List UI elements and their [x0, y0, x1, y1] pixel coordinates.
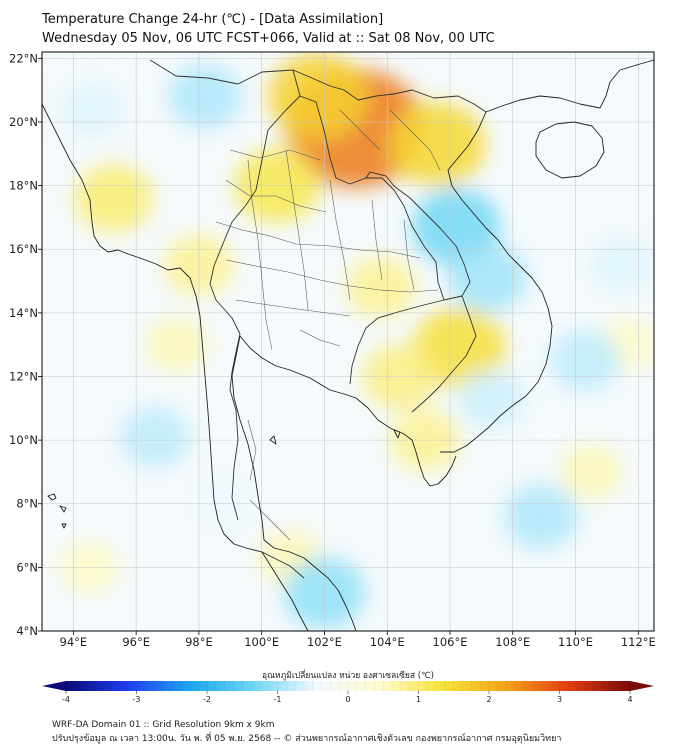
- province-line: [285, 149, 309, 311]
- coast-vietnam: [440, 111, 553, 453]
- temperature-anomaly: [60, 81, 124, 137]
- lat-label: 8°N: [16, 497, 38, 511]
- lat-label: 6°N: [16, 560, 38, 574]
- coast-hainan: [535, 121, 605, 179]
- province-line: [329, 179, 351, 301]
- colorbar-bar: [66, 681, 630, 691]
- colorbar-tick-label: 0: [345, 695, 350, 704]
- country-borders: [149, 59, 487, 579]
- footer-model-info: WRF-DA Domain 01 :: Grid Resolution 9km …: [52, 720, 275, 730]
- temperature-anomaly: [389, 102, 486, 187]
- temperature-anomaly: [167, 64, 243, 129]
- colorbar: อุณหภูมิเปลี่ยนแปลง หน่วย องศาเซลเซียส (…: [42, 669, 654, 704]
- colorbar-tick-label: -4: [62, 695, 70, 704]
- temperature-anomaly: [503, 484, 579, 549]
- lat-label: 18°N: [9, 179, 38, 193]
- lon-label: 112°E: [621, 635, 656, 649]
- lon-label: 110°E: [558, 635, 593, 649]
- temperature-anomaly: [559, 444, 623, 500]
- temperature-anomaly: [448, 243, 527, 312]
- colorbar-tick-label: 3: [557, 695, 562, 704]
- lat-label: 12°N: [9, 369, 38, 383]
- lon-label: 104°E: [370, 635, 405, 649]
- border-thailand-cambodia: [349, 299, 445, 385]
- border-cambodia-vietnam: [411, 295, 477, 413]
- province-line: [403, 219, 415, 291]
- temperature-anomaly: [145, 317, 209, 373]
- colorbar-tick-label: -3: [133, 695, 141, 704]
- colorbar-title: อุณหภูมิเปลี่ยนแปลง หน่วย องศาเซลเซียส (…: [262, 669, 434, 681]
- province-line: [215, 221, 421, 259]
- latitude-labels: 4°N 6°N 8°N 10°N 12°N 14°N 16°N 18°N 20°N 22°N: [9, 51, 42, 638]
- lon-label: 102°E: [307, 635, 342, 649]
- coast-south-china: [599, 59, 654, 109]
- lat-label: 22°N: [9, 51, 38, 65]
- temperature-anomaly: [457, 369, 525, 428]
- colorbar-ticks: -4 -3 -2 -1 0 1 2 3 4: [62, 681, 633, 704]
- province-line: [225, 179, 327, 213]
- footer-credit: ปรับปรุงข้อมูล ณ เวลา 13:00น. วัน พ. ที่…: [52, 734, 562, 744]
- map-subtitle: Wednesday 05 Nov, 06 UTC FCST+066, Valid…: [42, 31, 495, 46]
- coast-mekong-delta: [411, 439, 457, 487]
- province-line: [249, 499, 291, 541]
- lon-label: 106°E: [433, 635, 468, 649]
- coast-koh-samui: [269, 435, 277, 445]
- colorbar-tick-label: -2: [203, 695, 211, 704]
- colorbar-tick-label: 4: [627, 695, 632, 704]
- province-line: [247, 419, 257, 481]
- lat-label: 4°N: [16, 624, 38, 638]
- border-thailand-laos: [299, 95, 445, 301]
- lat-label: 20°N: [9, 115, 38, 129]
- map-frame: [41, 51, 655, 632]
- temperature-anomaly: [119, 406, 191, 468]
- province-line: [225, 259, 439, 293]
- temperature-anomaly: [590, 237, 654, 293]
- map-panel: 94°E 96°E 98°E 100°E 102°E 104°E 106°E 108°E 110…: [9, 51, 656, 649]
- border-laos-vietnam: [365, 171, 471, 301]
- province-line: [299, 329, 341, 347]
- lat-label: 10°N: [9, 433, 38, 447]
- lon-label: 108°E: [495, 635, 530, 649]
- lat-label: 16°N: [9, 242, 38, 256]
- border-myanmar-thailand: [209, 69, 301, 521]
- province-line: [229, 149, 321, 161]
- longitude-labels: 94°E 96°E 98°E 100°E 102°E 104°E 106°E 108°E 110…: [60, 631, 656, 649]
- graticule: [42, 52, 654, 631]
- lon-label: 96°E: [122, 635, 150, 649]
- map-title: Temperature Change 24-hr (℃) - [Data Ass…: [42, 12, 384, 27]
- province-line: [389, 109, 441, 171]
- temperature-anomaly: [268, 52, 369, 141]
- temperature-anomaly: [345, 256, 417, 319]
- province-borders: [215, 109, 441, 541]
- coast-gulf-thailand-upper: [239, 335, 413, 441]
- temperature-anomaly: [194, 474, 254, 527]
- colorbar-left-extension: [42, 681, 66, 691]
- colorbar-right-extension: [630, 681, 654, 691]
- coast-peninsula-east: [231, 335, 357, 631]
- coast-andaman: [47, 493, 67, 529]
- border-thailand-malaysia: [261, 551, 305, 579]
- coast-malaysia-west: [261, 551, 309, 631]
- province-line: [371, 199, 383, 281]
- lon-label: 100°E: [244, 635, 279, 649]
- colorbar-tick-label: -1: [274, 695, 282, 704]
- border-china: [149, 59, 487, 113]
- coast-phu-quoc: [393, 429, 401, 439]
- province-line: [235, 299, 351, 317]
- colorbar-tick-label: 2: [486, 695, 491, 704]
- coast-gulf-tonkin: [485, 95, 601, 113]
- province-line: [339, 109, 381, 151]
- temperature-field: [59, 52, 654, 629]
- colorbar-tick-label: 1: [416, 695, 421, 704]
- lon-label: 94°E: [60, 635, 88, 649]
- temperature-anomaly: [412, 307, 506, 389]
- temperature-anomaly: [549, 329, 621, 392]
- lon-label: 98°E: [185, 635, 213, 649]
- temperature-anomaly: [75, 164, 154, 233]
- lat-label: 14°N: [9, 306, 38, 320]
- province-line: [247, 159, 273, 351]
- coastlines: [42, 59, 654, 631]
- coast-myanmar-west: [42, 103, 263, 553]
